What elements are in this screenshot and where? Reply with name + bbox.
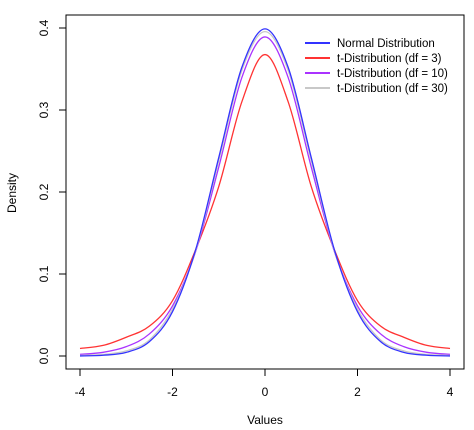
x-axis-label: Values — [247, 413, 283, 427]
y-tick-label: 0.0 — [37, 347, 51, 364]
legend-label: t-Distribution (df = 3) — [337, 53, 442, 65]
legend-label: t-Distribution (df = 30) — [337, 83, 448, 95]
x-tick-label: -4 — [75, 385, 86, 399]
legend-label: t-Distribution (df = 10) — [337, 68, 448, 80]
series-line-1 — [79, 53, 451, 350]
series-line-2 — [79, 36, 451, 356]
y-tick-label: 0.1 — [37, 265, 51, 282]
x-tick-label: -2 — [167, 385, 178, 399]
legend-label: Normal Distribution — [337, 38, 435, 50]
x-tick-label: 4 — [447, 385, 454, 399]
y-tick-label: 0.2 — [37, 183, 51, 200]
series-line-0 — [79, 28, 451, 357]
series-line-3 — [79, 30, 451, 357]
y-tick-label: 0.3 — [37, 101, 51, 118]
y-axis-label: Density — [5, 173, 19, 213]
x-tick-label: 2 — [354, 385, 361, 399]
y-tick-label: 0.4 — [37, 19, 51, 36]
x-tick-label: 0 — [262, 385, 269, 399]
